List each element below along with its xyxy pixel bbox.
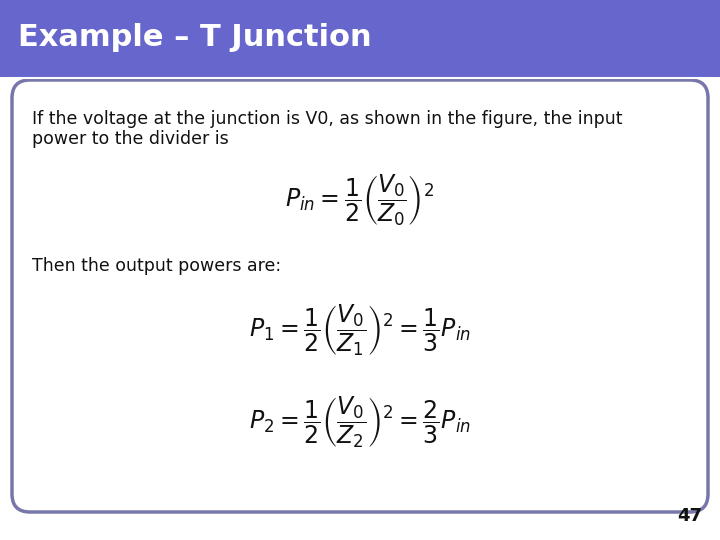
Text: If the voltage at the junction is V0, as shown in the figure, the input: If the voltage at the junction is V0, as… — [32, 110, 623, 128]
Text: Example – T Junction: Example – T Junction — [18, 24, 372, 52]
Text: Then the output powers are:: Then the output powers are: — [32, 257, 281, 275]
FancyBboxPatch shape — [0, 0, 720, 77]
Text: power to the divider is: power to the divider is — [32, 130, 229, 148]
FancyBboxPatch shape — [12, 80, 708, 512]
Text: $P_2 = \dfrac{1}{2}\left(\dfrac{V_0}{Z_2}\right)^2 = \dfrac{2}{3}P_{in}$: $P_2 = \dfrac{1}{2}\left(\dfrac{V_0}{Z_2… — [249, 394, 471, 450]
Text: 47: 47 — [677, 507, 702, 525]
Text: $P_{in} = \dfrac{1}{2}\left(\dfrac{V_0}{Z_0}\right)^2$: $P_{in} = \dfrac{1}{2}\left(\dfrac{V_0}{… — [285, 172, 435, 228]
Text: $P_1 = \dfrac{1}{2}\left(\dfrac{V_0}{Z_1}\right)^2 = \dfrac{1}{3}P_{in}$: $P_1 = \dfrac{1}{2}\left(\dfrac{V_0}{Z_1… — [249, 302, 471, 358]
